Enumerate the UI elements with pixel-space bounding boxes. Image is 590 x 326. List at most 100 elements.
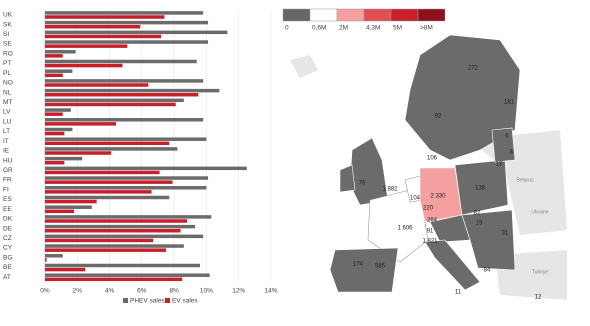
y-tick-label: FI bbox=[3, 186, 9, 193]
map-label: 106 bbox=[427, 156, 438, 162]
y-tick-label: HU bbox=[3, 157, 13, 164]
bar bbox=[45, 195, 170, 200]
map-balkans bbox=[461, 209, 516, 271]
y-tick-label: AT bbox=[3, 274, 11, 281]
y-tick-label: LV bbox=[3, 109, 11, 116]
bar bbox=[45, 88, 220, 93]
map-baltics bbox=[491, 127, 516, 163]
bar bbox=[45, 30, 228, 35]
x-tick-label: 2% bbox=[73, 288, 83, 295]
bar bbox=[45, 224, 196, 229]
map-label: 104 bbox=[410, 196, 421, 202]
bar bbox=[45, 59, 197, 64]
legend-swatch bbox=[165, 298, 170, 303]
bar bbox=[45, 54, 63, 58]
bar bbox=[45, 219, 188, 223]
legend-swatch bbox=[123, 298, 128, 303]
bar bbox=[45, 102, 176, 107]
bar bbox=[45, 63, 123, 68]
map-label: 138 bbox=[475, 186, 486, 192]
bar bbox=[45, 108, 71, 112]
bar bbox=[45, 277, 183, 282]
map-legend-label: 0,6M bbox=[312, 25, 326, 32]
map-legend-swatch bbox=[336, 8, 365, 22]
x-tick-label: 10% bbox=[200, 288, 213, 295]
y-tick-label: IE bbox=[3, 148, 10, 155]
y-tick-label: LU bbox=[3, 118, 12, 125]
map-label: 264 bbox=[427, 218, 438, 224]
y-tick-label: EE bbox=[3, 206, 12, 213]
bar bbox=[45, 238, 154, 243]
map-poland bbox=[454, 159, 509, 216]
bar bbox=[45, 11, 204, 15]
bar bbox=[45, 83, 149, 87]
map-legend-swatch bbox=[309, 8, 338, 22]
y-tick-label: ES bbox=[3, 196, 12, 203]
y-tick-label: IT bbox=[3, 138, 9, 145]
y-tick-label: MT bbox=[3, 99, 12, 106]
x-tick-label: 8% bbox=[169, 288, 179, 295]
map-legend-label: 2M bbox=[339, 25, 348, 32]
y-tick-label: FR bbox=[3, 177, 12, 184]
map-label: 181 bbox=[504, 100, 515, 106]
map-iberia bbox=[329, 247, 399, 293]
map-country-name: Ukraine bbox=[531, 209, 548, 215]
y-tick-label: PT bbox=[3, 60, 11, 67]
bar bbox=[45, 147, 178, 151]
bar bbox=[45, 190, 152, 194]
map-label: 6 bbox=[505, 134, 509, 140]
map-label: 91 bbox=[427, 229, 434, 235]
bar bbox=[45, 180, 173, 184]
bar bbox=[45, 234, 204, 239]
map-label: 174 bbox=[353, 262, 364, 268]
bar bbox=[45, 79, 204, 83]
map-label: 2 330 bbox=[430, 194, 446, 200]
map-label: 1 606 bbox=[397, 226, 413, 232]
bar bbox=[45, 263, 200, 268]
bar bbox=[45, 273, 210, 277]
map-label: 82 bbox=[474, 211, 481, 217]
map-label: 92 bbox=[435, 114, 442, 120]
map-legend-label: 4,3M bbox=[366, 25, 380, 32]
legend-label: EV sales bbox=[172, 298, 198, 305]
bar bbox=[45, 170, 160, 175]
bar bbox=[45, 20, 209, 25]
bar bbox=[45, 156, 83, 161]
map-legend-label: 0 bbox=[285, 25, 289, 32]
bar bbox=[45, 137, 207, 141]
map-legend-swatch bbox=[417, 8, 446, 22]
map-legend-swatch bbox=[282, 8, 311, 22]
map-label: 1 882 bbox=[382, 187, 398, 193]
map-iceland bbox=[290, 55, 318, 78]
bar bbox=[45, 176, 209, 180]
map-legend-label: 5M bbox=[393, 25, 402, 32]
bar bbox=[45, 209, 75, 214]
y-tick-label: NL bbox=[3, 89, 12, 96]
bar bbox=[45, 127, 73, 132]
bar bbox=[45, 24, 141, 29]
y-tick-label: PL bbox=[3, 70, 11, 77]
bar bbox=[45, 122, 117, 126]
y-tick-label: BG bbox=[3, 254, 12, 261]
y-tick-label: NO bbox=[3, 80, 13, 87]
bar bbox=[45, 267, 86, 272]
bar bbox=[45, 199, 97, 204]
legend-label: PHEV sales bbox=[130, 298, 165, 305]
y-tick-label: SK bbox=[3, 21, 12, 28]
bar bbox=[45, 244, 184, 248]
bar bbox=[45, 141, 170, 146]
bar bbox=[45, 50, 76, 54]
x-tick-label: 14% bbox=[264, 288, 277, 295]
x-tick-label: 6% bbox=[137, 288, 147, 295]
map-label: 31 bbox=[502, 231, 509, 237]
map-germany bbox=[419, 167, 463, 223]
map-label: 220 bbox=[423, 206, 434, 212]
map-label: 19 bbox=[476, 221, 483, 227]
y-tick-label: RO bbox=[3, 50, 13, 57]
bar bbox=[45, 118, 204, 122]
bar bbox=[45, 254, 63, 258]
bar bbox=[45, 112, 63, 116]
y-tick-label: CY bbox=[3, 245, 13, 252]
